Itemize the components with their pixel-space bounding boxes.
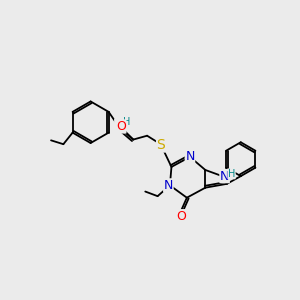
Text: H: H xyxy=(123,117,130,127)
Text: O: O xyxy=(116,120,126,133)
Text: O: O xyxy=(176,210,186,223)
Text: N: N xyxy=(185,150,195,164)
Text: N: N xyxy=(115,119,124,132)
Text: N: N xyxy=(220,169,229,183)
Text: H: H xyxy=(228,169,235,179)
Text: N: N xyxy=(164,179,173,192)
Text: S: S xyxy=(157,138,165,152)
